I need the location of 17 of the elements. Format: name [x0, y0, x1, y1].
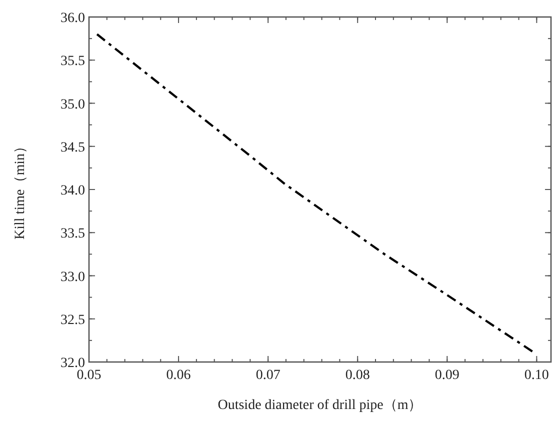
y-tick-label: 36.0 — [60, 11, 85, 26]
y-tick-label: 34.5 — [60, 140, 85, 156]
y-tick-label: 33.0 — [60, 270, 85, 285]
y-tick-label: 32.5 — [60, 312, 85, 328]
y-tick-label: 32.0 — [60, 356, 85, 371]
x-tick-label: 0.06 — [166, 368, 191, 383]
y-tick-label: 34.0 — [60, 184, 85, 198]
y-tick-label: 35.0 — [60, 97, 85, 112]
x-axis-title: Outside diameter of drill pipe（m） — [218, 398, 422, 413]
x-tick-label: 0.05 — [76, 368, 102, 383]
x-tick-label: 0.09 — [434, 368, 460, 383]
x-tick-label: 0.08 — [345, 368, 370, 383]
y-tick-label: 33.5 — [60, 226, 85, 242]
x-tick-label: 0.10 — [524, 368, 549, 383]
y-axis-title: Kill time（min） — [13, 140, 28, 240]
y-tick-label: 35.5 — [60, 54, 85, 70]
x-tick-label: 0.07 — [256, 368, 280, 383]
